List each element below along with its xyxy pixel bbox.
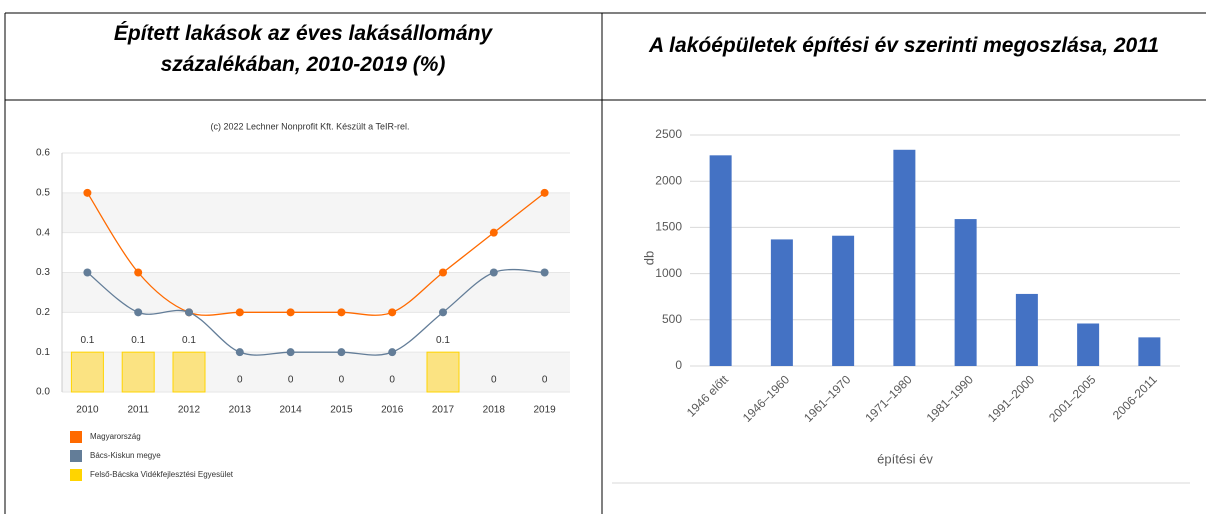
data-label: 0: [542, 375, 548, 386]
plot-band: [62, 192, 570, 233]
y-tick-label: 0.4: [36, 227, 50, 238]
chart-title: Épített lakások az éves lakásállomány sz…: [113, 22, 493, 76]
x-tick-label: 1981–1990: [924, 372, 977, 425]
y-tick-label: 0.5: [36, 187, 50, 198]
marker: [235, 348, 244, 357]
line: [86, 268, 545, 356]
y-tick-label: 0: [675, 358, 682, 372]
marker: [337, 348, 346, 357]
marker: [83, 268, 92, 277]
marker: [286, 348, 295, 357]
x-tick-label: 2013: [229, 405, 252, 416]
marker: [235, 308, 244, 317]
x-tick-label: 2014: [279, 405, 302, 416]
bar: [709, 155, 732, 366]
bar: [954, 219, 977, 366]
data-label: 0.1: [80, 335, 94, 346]
legend-label: Felső-Bácska Vidékfejlesztési Egyesület: [90, 470, 234, 479]
x-tick-label: 2001–2005: [1046, 372, 1099, 425]
marker: [540, 188, 549, 197]
y-tick-label: 0.1: [36, 347, 50, 358]
x-tick-label: 2011: [127, 405, 149, 416]
y-tick-label: 0.3: [36, 267, 50, 278]
bar: [70, 351, 104, 393]
x-tick-label: 1961–1970: [801, 372, 854, 425]
chart: (c) 2022 Lechner Nonprofit Kft. Készült …: [36, 121, 570, 481]
bar: [1015, 293, 1038, 366]
x-tick-label: 2015: [330, 405, 353, 416]
x-tick-label: 1946 előtt: [684, 372, 732, 420]
data-label: 0: [339, 375, 345, 386]
subtitle: (c) 2022 Lechner Nonprofit Kft. Készült …: [211, 121, 410, 131]
bar: [832, 235, 855, 366]
data-label: 0.1: [436, 335, 450, 346]
bar: [893, 149, 916, 366]
line: [86, 192, 546, 316]
x-tick-label: 2018: [483, 405, 506, 416]
marker: [489, 268, 498, 277]
marker: [439, 308, 447, 317]
bar: [426, 351, 460, 393]
marker: [134, 268, 143, 277]
bar: [172, 351, 206, 393]
x-tick-label: 1971–1980: [862, 372, 915, 425]
data-label: 0: [288, 375, 294, 386]
marker: [185, 308, 193, 317]
marker: [286, 308, 295, 317]
y-tick-label: 1000: [655, 266, 682, 280]
x-axis-label: építési év: [877, 451, 933, 466]
x-tick-label: 2016: [381, 405, 404, 416]
y-tick-label: 0.2: [36, 307, 50, 318]
data-label: 0: [491, 375, 497, 386]
legend-swatch: [70, 431, 82, 443]
y-tick-label: 0.0: [36, 387, 50, 398]
x-tick-label: 2012: [178, 405, 201, 416]
legend-swatch: [70, 450, 82, 462]
x-tick-label: 1946–1960: [740, 372, 793, 425]
marker: [388, 348, 397, 357]
legend-label: Bács-Kiskun megye: [90, 451, 161, 460]
chart-title: A lakóépületek építési év szerinti megos…: [648, 34, 1160, 57]
marker: [388, 308, 397, 317]
plot-band: [62, 272, 570, 313]
data-label: 0.1: [182, 335, 196, 346]
marker: [337, 308, 346, 317]
x-tick-label: 1991–2000: [985, 372, 1038, 425]
y-tick-label: 2000: [655, 173, 682, 187]
data-label: 0.1: [131, 335, 145, 346]
y-tick-label: 0.6: [36, 148, 50, 159]
marker: [489, 228, 498, 237]
bar: [770, 239, 793, 366]
marker: [83, 188, 92, 197]
y-tick-label: 500: [662, 312, 682, 326]
bar: [1138, 337, 1161, 366]
x-tick-label: 2017: [432, 405, 455, 416]
bar: [121, 351, 155, 393]
data-label: 0: [237, 375, 243, 386]
x-tick-label: 2010: [76, 405, 99, 416]
bar: [1077, 323, 1100, 366]
y-tick-label: 2500: [655, 127, 682, 141]
marker: [540, 268, 549, 277]
marker: [439, 268, 447, 277]
y-tick-label: 1500: [655, 220, 682, 234]
legend-label: Magyarország: [90, 432, 141, 441]
y-axis-label: db: [641, 251, 656, 265]
legend-swatch: [70, 469, 82, 481]
x-tick-label: 2006-2011: [1110, 372, 1160, 422]
data-label: 0: [389, 375, 395, 386]
x-tick-label: 2019: [533, 405, 556, 416]
marker: [134, 308, 143, 317]
